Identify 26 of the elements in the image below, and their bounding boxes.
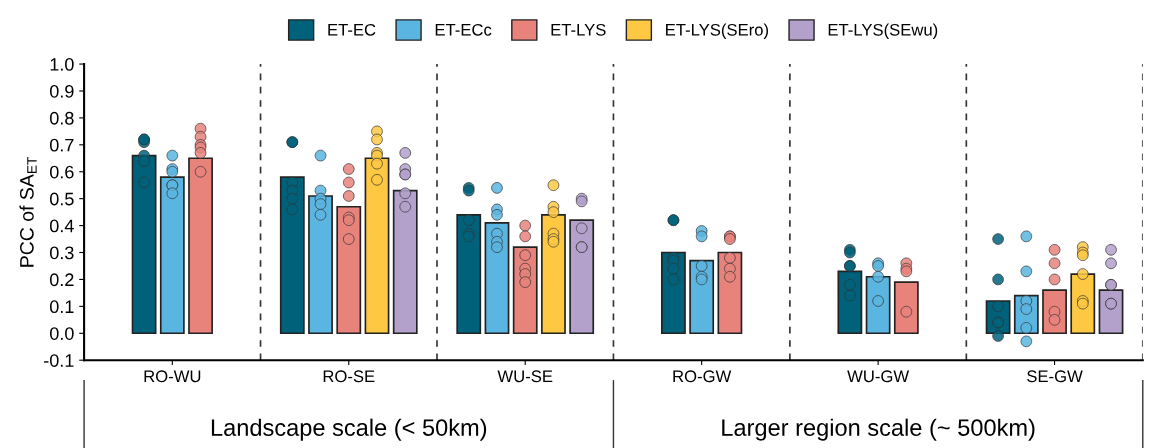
y-tick-label: 0.8 bbox=[49, 111, 74, 125]
text: Larger region scale (~ 500km) bbox=[722, 418, 1035, 441]
y-tick-label: 0.0 bbox=[49, 327, 74, 340]
y-tick-label: 1.0 bbox=[50, 58, 74, 71]
legend-label: ET-LYS bbox=[551, 23, 606, 36]
x-tick-label: RO-GW bbox=[673, 370, 732, 383]
x-tick-label: RO-WU bbox=[144, 370, 201, 383]
y-tick-label: 0.5 bbox=[49, 192, 74, 206]
y-tick-label: 0.3 bbox=[49, 246, 74, 260]
y-tick-label: 0.6 bbox=[49, 165, 74, 179]
y-tick-label: 0.7 bbox=[49, 138, 74, 152]
y-tick-label: 0.2 bbox=[49, 273, 74, 287]
text: Landscape scale (< 50km) bbox=[211, 418, 487, 441]
x-tick-label: WU-GW bbox=[847, 370, 910, 383]
legend-label: ET-EC bbox=[328, 23, 376, 36]
legend-label: ET-ECc bbox=[435, 23, 492, 36]
y-tick-label: -0.1 bbox=[44, 354, 74, 367]
x-tick-label: SE-GW bbox=[1027, 370, 1083, 383]
x-tick-label: WU-SE bbox=[497, 370, 553, 383]
x-tick-label: RO-SE bbox=[323, 370, 375, 383]
legend-label: ET-LYS(SEwu) bbox=[828, 23, 938, 39]
y-axis-title: PCC of SA$_{ET}$ bbox=[19, 156, 37, 267]
y-tick-label: 0.9 bbox=[49, 84, 74, 98]
legend-label: ET-LYS(SEro) bbox=[666, 23, 769, 39]
y-tick-label: 0.4 bbox=[49, 219, 74, 233]
y-tick-label: 0.1 bbox=[49, 300, 74, 314]
